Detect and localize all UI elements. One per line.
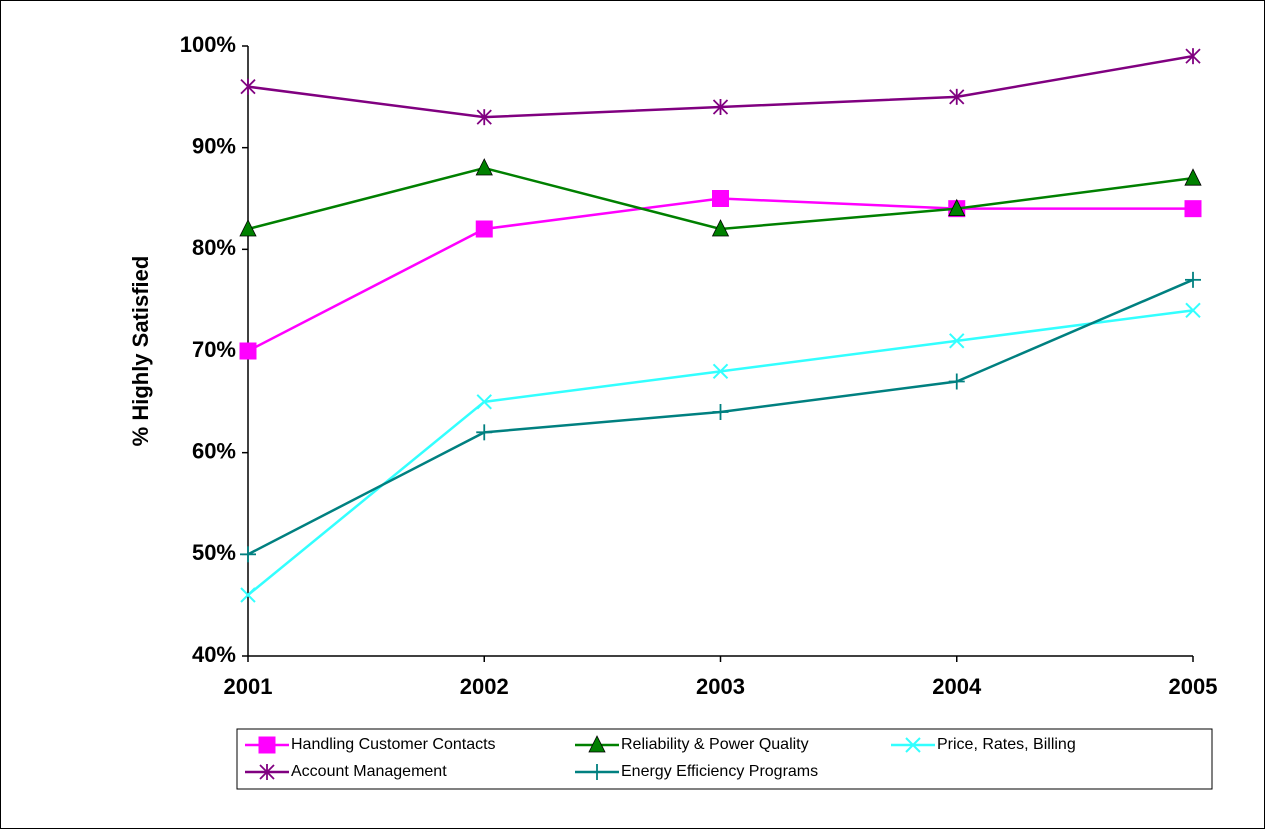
data-point xyxy=(948,198,966,217)
data-point xyxy=(948,373,965,390)
data-point xyxy=(476,394,492,410)
legend-label: Energy Efficiency Programs xyxy=(621,763,818,780)
data-point xyxy=(1185,48,1201,65)
y-axis-title: % Highly Satisfied xyxy=(128,256,153,447)
series-handling-customer-contacts xyxy=(239,190,1202,360)
data-point xyxy=(1185,271,1201,288)
x-tick-label: 2003 xyxy=(696,674,745,699)
y-tick-label: 70% xyxy=(192,337,236,362)
legend-label: Price, Rates, Billing xyxy=(937,736,1076,753)
data-point xyxy=(1185,302,1201,319)
data-point xyxy=(1184,200,1202,218)
data-point xyxy=(476,424,493,441)
x-tick-labels: 2001 2002 2003 2004 2005 xyxy=(224,674,1218,699)
y-tick-label: 80% xyxy=(192,235,236,260)
data-point xyxy=(239,342,257,360)
data-point xyxy=(712,99,729,115)
series-lines xyxy=(239,48,1202,603)
legend-marker xyxy=(258,736,276,754)
data-point xyxy=(712,404,729,420)
legend-marker xyxy=(259,764,275,780)
data-point xyxy=(712,363,729,380)
y-tick-label: 100% xyxy=(180,32,236,57)
legend: Handling Customer Contacts Reliability & … xyxy=(236,728,1213,790)
x-tick-label: 2001 xyxy=(224,674,273,699)
series-account-management xyxy=(240,48,1201,126)
legend-item: Price, Rates, Billing xyxy=(891,736,1076,753)
data-point xyxy=(949,333,965,349)
data-point xyxy=(240,546,256,563)
data-point xyxy=(240,587,256,603)
data-point xyxy=(475,220,493,238)
legend-marker xyxy=(588,735,606,753)
legend-marker xyxy=(589,764,605,780)
series-line xyxy=(247,309,1194,596)
y-tick-label: 90% xyxy=(192,133,236,158)
axes xyxy=(242,45,1194,662)
data-point xyxy=(239,219,257,237)
data-point xyxy=(475,158,493,176)
legend-marker xyxy=(905,737,921,753)
x-tick-label: 2004 xyxy=(932,674,982,699)
legend-item: Energy Efficiency Programs xyxy=(575,763,818,780)
y-tick-label: 60% xyxy=(192,438,236,463)
y-tick-labels: 40% 50% 60% 70% 80% 90% 100% xyxy=(180,32,236,667)
legend-box xyxy=(236,728,1213,790)
y-tick-label: 50% xyxy=(192,540,236,565)
data-point xyxy=(476,109,492,126)
data-point xyxy=(949,88,965,105)
data-point xyxy=(712,190,729,207)
data-point xyxy=(1184,168,1202,186)
series-reliability-power-quality xyxy=(239,158,1202,237)
x-tick-label: 2005 xyxy=(1169,674,1218,699)
x-tick-label: 2002 xyxy=(460,674,509,699)
legend-item: Reliability & Power Quality xyxy=(575,735,809,753)
legend-label: Reliability & Power Quality xyxy=(621,736,809,753)
legend-label: Handling Customer Contacts xyxy=(291,736,496,753)
data-point xyxy=(240,78,256,95)
series-price-rates-billing xyxy=(240,302,1201,603)
y-tick-label: 40% xyxy=(192,642,236,667)
data-point xyxy=(711,219,730,237)
series-energy-efficiency-programs xyxy=(240,271,1201,563)
legend-label: Account Management xyxy=(291,763,447,780)
legend-item: Handling Customer Contacts xyxy=(245,736,496,754)
legend-item: Account Management xyxy=(245,763,447,780)
